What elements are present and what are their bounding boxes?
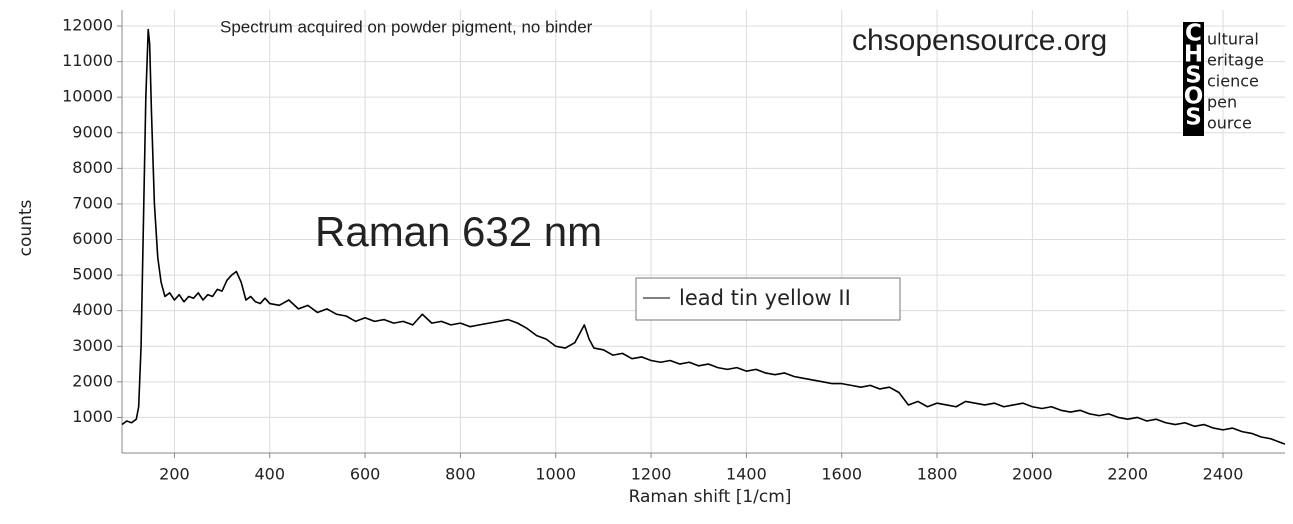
- x-tick-label: 800: [445, 465, 476, 484]
- logo-word: eritage: [1207, 51, 1264, 70]
- y-axis-label: counts: [16, 199, 36, 256]
- y-tick-label: 11000: [62, 51, 113, 70]
- logo-word: ultural: [1207, 30, 1259, 49]
- logo-word: cience: [1207, 72, 1259, 91]
- y-tick-label: 8000: [72, 158, 113, 177]
- legend-label: lead tin yellow II: [679, 286, 851, 310]
- logo-letter: S: [1185, 63, 1202, 89]
- logo-word: pen: [1207, 93, 1237, 112]
- x-tick-label: 1000: [535, 465, 576, 484]
- x-tick-label: 1200: [631, 465, 672, 484]
- x-tick-label: 2000: [1012, 465, 1053, 484]
- logo-bar: [1183, 22, 1204, 136]
- logo-letter: C: [1185, 21, 1202, 47]
- y-tick-label: 3000: [72, 336, 113, 355]
- logo-letter: O: [1184, 84, 1204, 110]
- x-tick-label: 600: [350, 465, 381, 484]
- y-tick-label: 5000: [72, 265, 113, 284]
- y-tick-label: 7000: [72, 193, 113, 212]
- x-tick-label: 400: [254, 465, 285, 484]
- y-tick-label: 9000: [72, 122, 113, 141]
- x-tick-label: 2400: [1203, 465, 1244, 484]
- logo-word: ource: [1207, 114, 1252, 133]
- y-tick-label: 2000: [72, 371, 113, 390]
- x-tick-label: 1800: [917, 465, 958, 484]
- y-tick-label: 4000: [72, 300, 113, 319]
- x-axis-label: Raman shift [1/cm]: [629, 487, 792, 507]
- x-tick-label: 2200: [1107, 465, 1148, 484]
- logo-letter: H: [1184, 42, 1203, 68]
- y-tick-label: 12000: [62, 16, 113, 35]
- y-tick-label: 1000: [72, 407, 113, 426]
- annotation: Raman 632 nm: [315, 208, 602, 255]
- spectrum-line: [121, 28, 1286, 445]
- grid: [122, 10, 1285, 453]
- watermark: chsopensource.org: [852, 24, 1107, 57]
- legend: [635, 277, 901, 321]
- plot: [121, 28, 1286, 445]
- y-tick-label: 10000: [62, 87, 113, 106]
- logo-letter: S: [1185, 105, 1202, 131]
- y-tick-label: 6000: [72, 229, 113, 248]
- annotation: Spectrum acquired on powder pigment, no …: [220, 17, 593, 36]
- x-tick-label: 200: [159, 465, 190, 484]
- x-tick-label: 1400: [726, 465, 767, 484]
- x-tick-label: 1600: [821, 465, 862, 484]
